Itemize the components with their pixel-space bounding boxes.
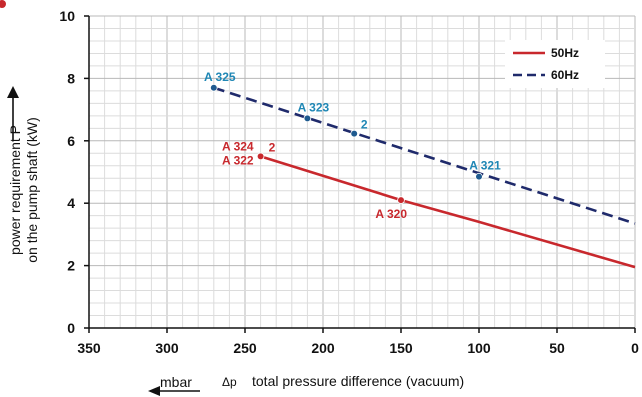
point-extra-label: 2 xyxy=(361,118,368,132)
corner-dot xyxy=(0,0,6,8)
x-axis-symbol: Δp xyxy=(222,375,237,389)
data-point xyxy=(397,196,405,204)
y-tick-label: 0 xyxy=(67,320,75,336)
point-extra-label: 2 xyxy=(269,140,276,154)
legend-box xyxy=(505,40,605,88)
y-axis-title: power requirement Pon the pump shaft (kW… xyxy=(7,117,40,263)
x-tick-label: 50 xyxy=(549,340,565,356)
point-label: A 322 xyxy=(222,153,254,167)
data-point xyxy=(475,172,483,181)
y-tick-label: 2 xyxy=(67,258,75,274)
legend-label: 60Hz xyxy=(551,68,579,82)
point-label: A 324 xyxy=(222,139,254,153)
y-tick-label: 8 xyxy=(67,70,75,86)
point-label: A 320 xyxy=(375,207,407,221)
point-label: A 321 xyxy=(469,159,501,173)
y-tick-label: 4 xyxy=(67,195,75,211)
x-axis-unit: mbar xyxy=(160,374,192,390)
y-tick-label: 10 xyxy=(59,8,75,24)
data-point xyxy=(303,114,312,123)
series-line-50Hz xyxy=(260,155,636,269)
data-point xyxy=(256,152,265,161)
data-point xyxy=(210,83,218,92)
data-point xyxy=(350,129,359,138)
y-tick-label: 6 xyxy=(67,133,75,149)
y-axis-arrowhead xyxy=(7,86,19,98)
x-tick-label: 200 xyxy=(311,340,335,356)
chart-legend: 50Hz 60Hz xyxy=(505,40,605,88)
x-tick-label: 100 xyxy=(467,340,491,356)
point-label: A 325 xyxy=(204,70,236,84)
x-tick-label: 0 xyxy=(631,340,639,356)
x-axis-arrowhead xyxy=(148,386,160,396)
x-axis-title: total pressure difference (vacuum) xyxy=(252,373,464,389)
x-tick-label: 150 xyxy=(389,340,413,356)
x-tick-label: 250 xyxy=(233,340,257,356)
series-line-60Hz xyxy=(213,86,636,225)
axis-labels: power requirement Pon the pump shaft (kW… xyxy=(7,86,464,396)
x-tick-label: 350 xyxy=(77,340,101,356)
point-label: A 323 xyxy=(298,100,330,114)
x-tick-label: 300 xyxy=(155,340,179,356)
plot-axes: 350 300 250 200 150 100 50 0 0 2 4 6 8 10 xyxy=(59,8,639,356)
legend-label: 50Hz xyxy=(551,46,579,60)
